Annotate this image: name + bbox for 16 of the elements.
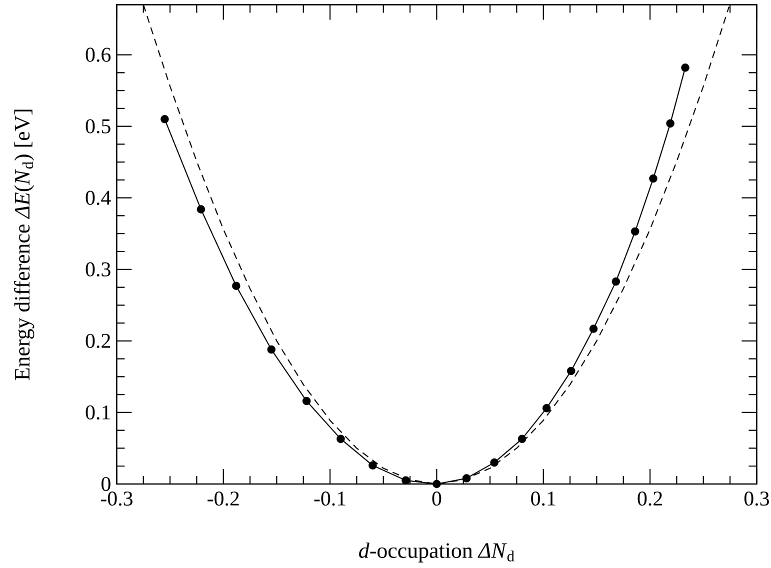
x-axis-title: d-occupation ΔN$_{d}$ (359, 542, 514, 562)
y-tick-label: 0.2 (86, 334, 110, 348)
y-tick-label: 0.6 (86, 48, 111, 62)
x-tick-label: 0 (432, 492, 442, 506)
y-tick-label: 0.3 (86, 262, 110, 276)
x-tick-label: 0.3 (744, 492, 769, 506)
x-tick-label: 0.2 (638, 492, 662, 506)
y-tick-label: 0.5 (86, 119, 110, 134)
x-tick-label: -0.2 (208, 492, 239, 506)
y-axis-title: Energy difference ΔE(N$_{d}$) [eV] (14, 110, 34, 380)
x-tick-label: 0.1 (531, 492, 556, 506)
x-tick-label: -0.1 (314, 492, 346, 506)
y-tick-label: 0 (102, 476, 110, 492)
y-tick-label: 0.1 (86, 405, 110, 420)
x-tick-label: -0.3 (100, 492, 132, 506)
y-tick-label: 0.4 (86, 190, 111, 205)
